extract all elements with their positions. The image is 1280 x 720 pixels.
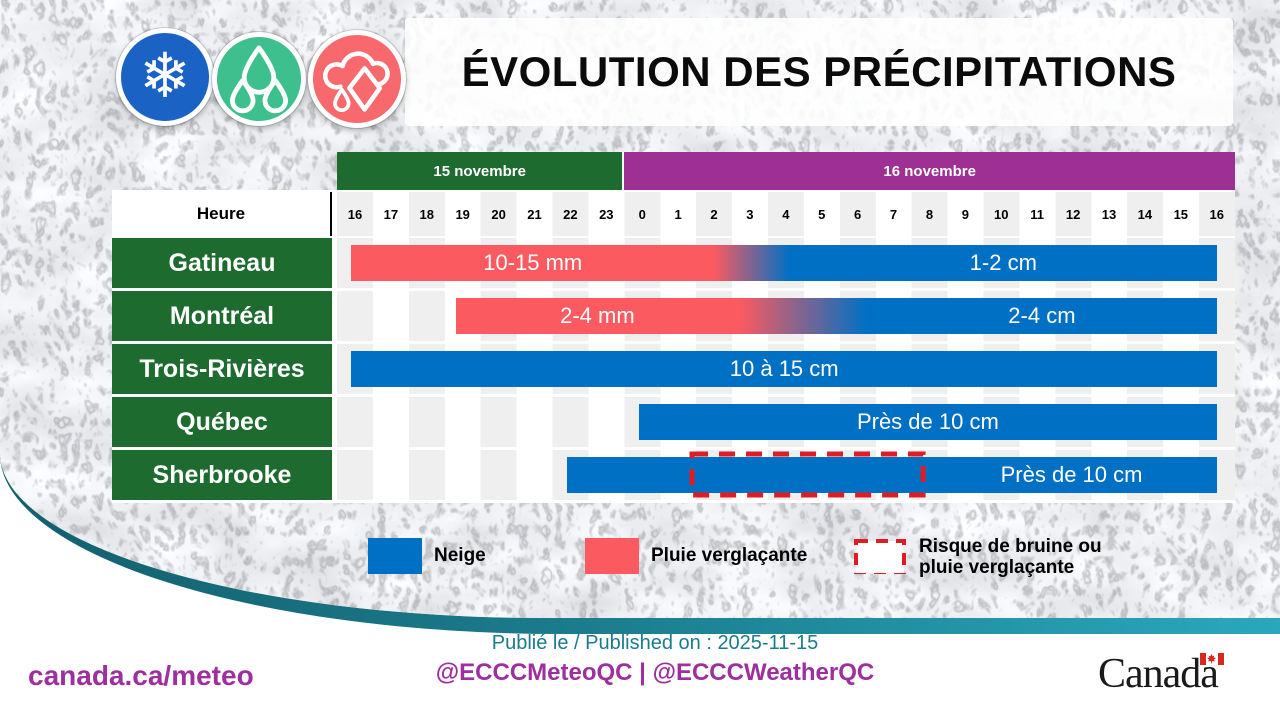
table-row: Trois-Rivières 10 à 15 cm	[112, 344, 1235, 394]
legend-label-risque: Risque de bruine ou pluie verglaçante	[919, 536, 1102, 578]
table-row: Montréal 2-4 mm 2-4 cm	[112, 291, 1235, 341]
bar-amount-label: 2-4 cm	[1008, 303, 1076, 328]
freezing-rain-glyph	[322, 51, 390, 113]
city-label: Montréal	[112, 291, 332, 341]
precipitation-bar: Près de 10 cm	[638, 404, 1218, 440]
date-header: 15 novembre	[337, 152, 625, 190]
hour-header-row: Heure 16 17 18 19 20 21 22 23 0 1 2 3 4 5 6 7 8 9 10 11 12 13…	[112, 192, 1235, 236]
legend: Neige Pluie verglaçante Risque de bruine…	[0, 528, 1280, 600]
date-header-row: 15 novembre 16 novembre	[337, 152, 1235, 190]
bar-amount-label: 1-2 cm	[969, 250, 1037, 275]
timeline-track: 2-4 mm 2-4 cm	[337, 291, 1235, 341]
precipitation-bar: Près de 10 cm	[566, 457, 1218, 493]
social-handles[interactable]: @ECCCMeteoQC | @ECCCWeatherQC	[435, 659, 875, 686]
timeline-track: Près de 10 cm	[337, 450, 1235, 500]
published-date: Publié le / Published on : 2025-11-15	[491, 632, 819, 654]
hour-tick: 15	[1173, 206, 1189, 222]
page-title: ÉVOLUTION DES PRÉCIPITATIONS	[461, 48, 1177, 95]
hour-tick: 6	[854, 206, 862, 222]
hour-tick: 3	[746, 206, 754, 222]
title-card: ÉVOLUTION DES PRÉCIPITATIONS	[405, 18, 1233, 126]
hour-tick: 1	[674, 206, 682, 222]
canada-flag-icon	[1199, 653, 1224, 665]
publication-block: Publié le / Published on : 2025-11-15 @E…	[355, 632, 955, 687]
hour-tick: 8	[925, 206, 934, 222]
city-rows: Gatineau 10-15 mm 1-2 cm Montréal 2-4 mm 2-4 …	[112, 238, 1235, 500]
precipitation-timeline-table: 15 novembre 16 novembre Heure 16 17 18 19 20 2…	[112, 152, 1235, 500]
freezing-rain-icon	[308, 30, 406, 128]
timeline-track: 10-15 mm 1-2 cm	[337, 238, 1235, 288]
neige-swatch	[368, 538, 422, 574]
date-header: 16 novembre	[624, 152, 1235, 190]
hour-tick: 13	[1101, 206, 1117, 222]
legend-item-pluie: Pluie verglaçante	[585, 538, 807, 574]
table-row: Sherbrooke Près de 10 cm	[112, 450, 1235, 500]
hour-tick: 16	[347, 206, 363, 222]
hour-tick: 22	[563, 206, 578, 222]
table-row: Québec Près de 10 cm	[112, 397, 1235, 447]
hour-axis-label: Heure	[112, 192, 332, 236]
hour-tick: 23	[599, 206, 614, 222]
snowflake-glyph: ❄	[139, 42, 191, 111]
hour-tick: 18	[419, 206, 434, 222]
timeline-track: 10 à 15 cm	[337, 344, 1235, 394]
hour-tick: 12	[1065, 206, 1081, 222]
hour-tick: 17	[383, 206, 399, 222]
bar-amount-label: Près de 10 cm	[856, 409, 999, 434]
canada-meteo-link[interactable]: canada.ca/meteo	[28, 660, 254, 691]
rain-drops-glyph	[229, 45, 289, 114]
canada-wordmark: Canada	[1098, 650, 1224, 698]
hour-tick: 19	[455, 206, 470, 222]
hour-tick: 21	[527, 206, 542, 222]
legend-label-neige: Neige	[434, 545, 486, 566]
precipitation-bar: 10 à 15 cm	[351, 351, 1218, 387]
bar-amount-label: 2-4 mm	[560, 303, 635, 328]
table-row: Gatineau 10-15 mm 1-2 cm	[112, 238, 1235, 288]
hour-tick: 5	[818, 206, 826, 222]
hour-tick: 20	[491, 206, 506, 222]
legend-item-neige: Neige	[368, 538, 486, 574]
snowflake-icon: ❄	[116, 28, 214, 126]
hour-tick: 4	[782, 206, 790, 222]
city-label: Québec	[112, 397, 332, 447]
hour-tick: 16	[1209, 206, 1224, 222]
hour-ticks: 16 17 18 19 20 21 22 23 0 1 2 3 4 5 6 7 8 9 10 11 12 13 14 15 16	[337, 192, 1235, 236]
legend-label-pluie: Pluie verglaçante	[651, 545, 808, 566]
city-label: Gatineau	[112, 238, 332, 288]
hour-tick: 9	[961, 206, 969, 222]
precipitation-bar: 10-15 mm 1-2 cm	[351, 245, 1218, 281]
hour-tick: 0	[638, 206, 646, 222]
city-label: Sherbrooke	[112, 450, 332, 500]
hour-tick: 14	[1137, 206, 1153, 222]
timeline-track: Près de 10 cm	[337, 397, 1235, 447]
hour-tick: 2	[710, 206, 718, 222]
city-label: Trois-Rivières	[112, 344, 332, 394]
risque-swatch	[854, 539, 906, 574]
canada-wordmark-text: Canada	[1098, 651, 1219, 697]
pluie-swatch	[585, 538, 639, 574]
hour-tick: 10	[994, 206, 1009, 222]
legend-item-risque: Risque de bruine ou pluie verglaçante	[853, 536, 1149, 578]
rain-drops-icon	[212, 32, 306, 126]
bar-amount-label: 10-15 mm	[483, 250, 583, 275]
bar-amount-label: Près de 10 cm	[1000, 462, 1143, 487]
bar-amount-label: 10 à 15 cm	[729, 356, 839, 381]
hour-tick: 7	[889, 206, 898, 222]
hour-tick: 11	[1030, 206, 1045, 222]
precipitation-bar: 2-4 mm 2-4 cm	[455, 298, 1218, 334]
risk-dashed-box	[689, 451, 926, 498]
